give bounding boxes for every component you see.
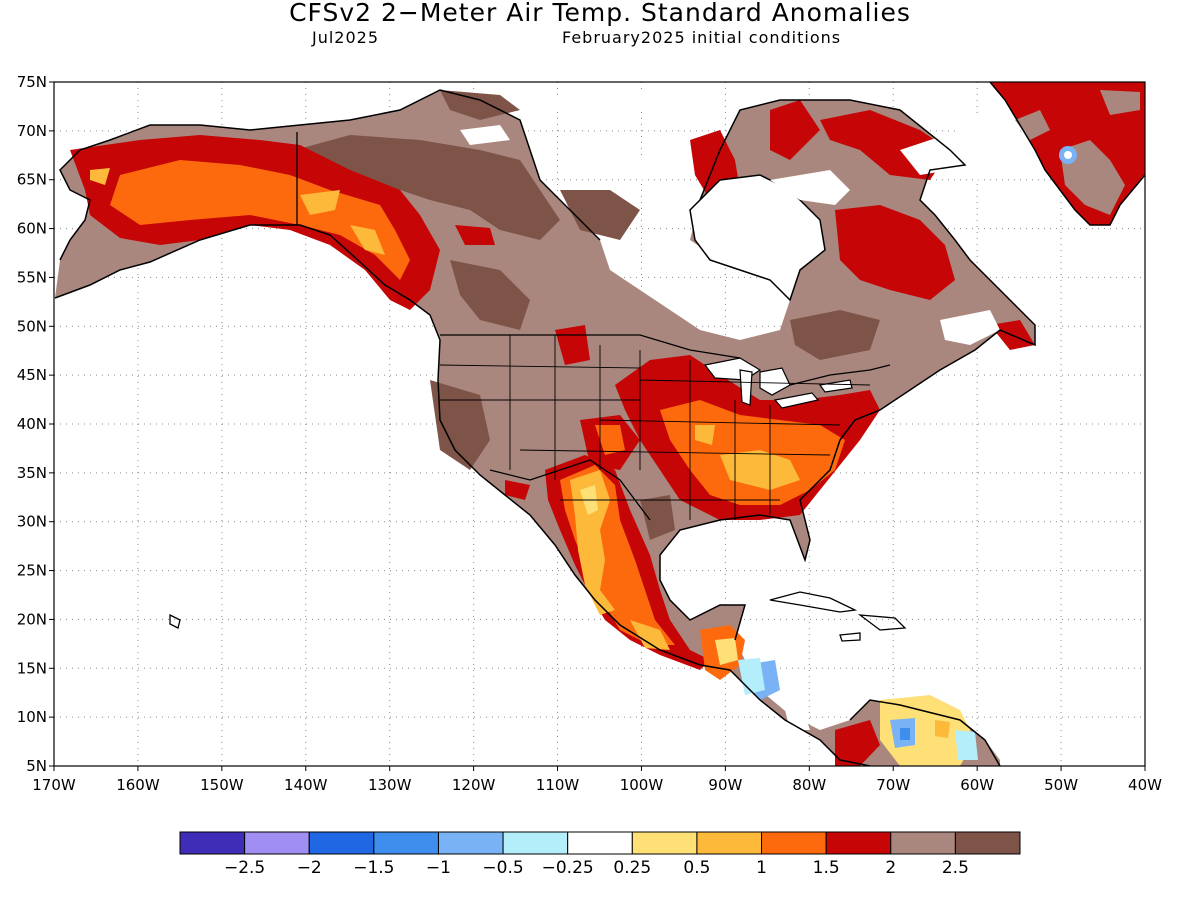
lat-label: 60N [17,220,47,238]
colorbar: −2.5 −2 −1.5 −1 −0.5 −0.25 0.25 0.5 1 1.5 2 2.5 [179,831,1021,878]
lon-label: 150W [200,776,244,794]
lon-label: 110W [536,776,580,794]
colorbar-swatch [244,831,310,855]
colorbar-swatch [890,831,956,855]
colorbar-label: −0.25 [542,858,594,878]
colorbar-label: 1 [756,858,767,878]
colorbar-label: 2.5 [942,858,969,878]
colorbar-label: −2 [297,858,322,878]
lon-label: 160W [116,776,160,794]
lat-label: 30N [17,513,47,531]
lat-label: 10N [17,708,47,726]
state-borders [439,335,871,520]
lat-label: 50N [17,317,47,335]
lon-label: 140W [284,776,328,794]
lon-label: 100W [620,776,664,794]
lat-label: 40N [17,415,47,433]
lat-label: 25N [17,562,47,580]
lat-label: 55N [17,268,47,286]
lat-label: 35N [17,464,47,482]
colorbar-swatch [502,831,569,855]
colorbar-label: −1.5 [353,858,394,878]
lat-label: 15N [17,659,47,677]
colorbar-swatch [373,831,439,855]
colorbar-label: −0.5 [482,858,523,878]
axis-labels: 5N 10N 15N 20N 25N 30N 35N 40N 45N 50N 55N 60N 65N 70… [17,73,1162,794]
lat-label: 5N [26,757,47,775]
lat-label: 75N [17,73,47,91]
colorbar-swatch [179,831,246,855]
lon-label: 170W [32,776,76,794]
anomaly-field [54,82,1145,766]
lat-label: 20N [17,610,47,628]
lon-label: 70W [876,776,910,794]
colorbar-label: 1.5 [813,858,840,878]
lon-label: 80W [792,776,826,794]
colorbar-swatch [696,831,763,855]
lat-label: 70N [17,122,47,140]
lon-label: 130W [368,776,412,794]
colorbar-swatch [631,831,698,855]
colorbar-swatch [308,831,375,855]
colorbar-label: −1 [426,858,451,878]
colorbar-swatch [761,831,827,855]
colorbar-label: −2.5 [224,858,265,878]
coastline [54,89,1036,766]
colorbar-swatch [954,831,1021,855]
colorbar-label: 0.25 [613,858,651,878]
lon-label: 90W [708,776,742,794]
country-borders [296,132,891,521]
lat-label: 45N [17,366,47,384]
colorbar-swatch [825,831,892,855]
colorbar-swatch [567,831,633,855]
lon-label: 50W [1044,776,1078,794]
colorbar-swatch [437,831,504,855]
chart-title: CFSv2 2−Meter Air Temp. Standard Anomali… [289,0,911,27]
colorbar-label: 2 [885,858,896,878]
lon-label: 60W [960,776,994,794]
lat-label: 65N [17,171,47,189]
initial-conditions: February2025 initial conditions [562,28,842,47]
lon-label: 40W [1128,776,1162,794]
lon-label: 120W [452,776,496,794]
colorbar-label: 0.5 [683,858,710,878]
valid-month: Jul2025 [312,28,380,47]
hudson-bay [689,174,826,302]
